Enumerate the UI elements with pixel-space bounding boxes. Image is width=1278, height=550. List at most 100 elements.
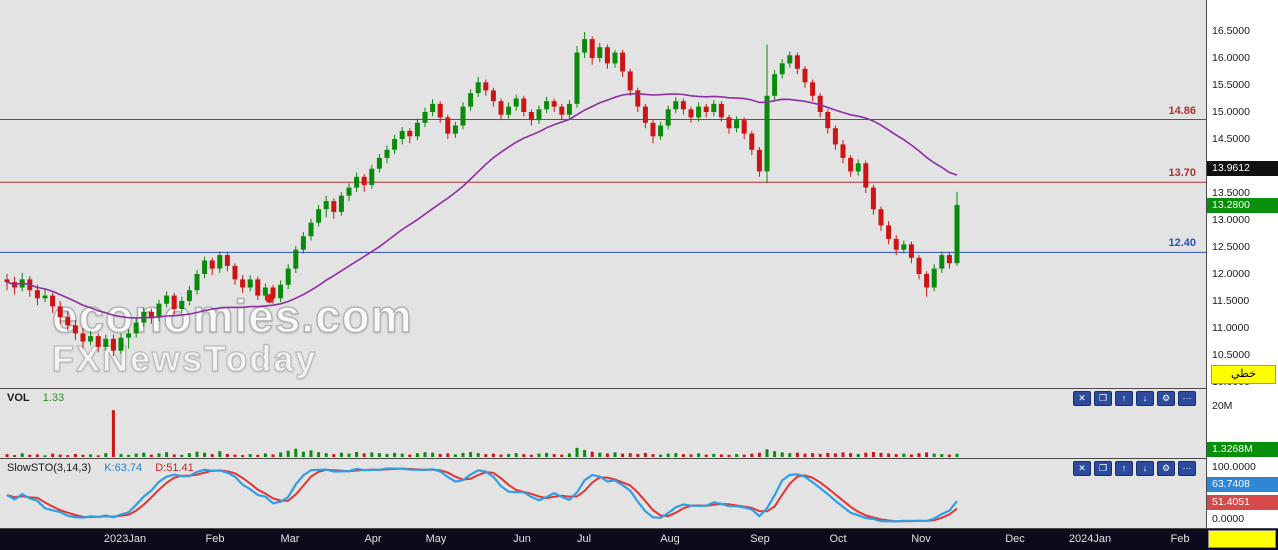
volume-bar [765,449,769,457]
more-options-icon[interactable]: ⋯ [1178,461,1196,476]
candle [680,101,686,110]
volume-bar [735,454,739,457]
candle [376,157,382,169]
candle [612,52,618,64]
candle [452,125,458,134]
volume-bar [89,454,93,457]
volume-bar [491,453,495,457]
candle [156,303,162,318]
volume-bar [415,453,419,457]
candle [42,295,48,299]
candle [810,82,816,96]
move-up-icon[interactable]: ↑ [1115,391,1133,406]
time-axis[interactable]: 2023Jan Feb Mar Apr May Jun Jul Aug Sep Oct Nov Dec… [0,528,1278,550]
settings-icon[interactable]: ⚙ [1157,461,1175,476]
stochastic-panel[interactable]: SlowSTO(3,14,3) K:63.74 D:51.41 ✕ ❐ ↑ ↓ ⚙ ⋯ [0,458,1206,528]
volume-bar [887,453,891,457]
candle [300,236,306,250]
stochastic-d-value: D:51.41 [155,462,194,474]
volume-bar [248,454,252,457]
time-axis-label: Dec [1005,533,1025,545]
volume-bar [263,453,267,457]
volume-bar [225,453,229,457]
candle [148,311,154,318]
time-axis-label: Jul [576,533,592,545]
linear-scale-button[interactable]: خطي [1211,365,1276,384]
volume-bar [818,453,822,457]
main-price-chart[interactable]: economies.com FXNewsToday 14.86 13.70 12.4… [0,0,1206,388]
candle [673,101,679,110]
candle [893,238,899,250]
move-down-icon[interactable]: ↓ [1136,391,1154,406]
level-price-label: 12.40 [1168,237,1196,250]
candle [278,284,284,299]
volume-bar [719,454,723,457]
volume-plot[interactable] [0,389,1206,459]
candle [566,103,572,115]
close-icon[interactable]: ✕ [1073,391,1091,406]
volume-bar [628,453,632,457]
move-up-icon[interactable]: ↑ [1115,461,1133,476]
restore-window-icon[interactable]: ❐ [1094,391,1112,406]
volume-panel[interactable]: VOL 1.33 ✕ ❐ ↑ ↓ ⚙ ⋯ [0,388,1206,458]
price-axis-tick: 13.5000 [1212,187,1250,199]
candle [718,103,724,118]
candle [209,260,215,269]
price-axis[interactable]: خطي 16.5000 16.0000 15.5000 15.0000 14.5000 1… [1206,0,1278,528]
candle [506,106,512,115]
volume-bar [28,454,32,457]
candle [34,290,40,299]
move-down-icon[interactable]: ↓ [1136,461,1154,476]
volume-bar [925,452,929,457]
volume-bar [545,452,549,457]
candle [65,317,71,326]
time-axis-label: Mar [280,533,300,545]
more-options-icon[interactable]: ⋯ [1178,391,1196,406]
volume-bar [377,453,381,457]
volume-bar [788,453,792,457]
candle [513,98,519,107]
volume-indicator-title: VOL [7,392,30,404]
candle [696,106,702,118]
candle [916,257,922,274]
volume-bar [119,454,123,457]
time-axis-label: 2023Jan [103,533,147,545]
candle [703,106,709,112]
volume-bar [233,454,237,457]
volume-panel-header: VOL 1.33 [7,392,74,404]
restore-window-icon[interactable]: ❐ [1094,461,1112,476]
candle [848,157,854,172]
volume-bar [309,450,313,457]
candle [878,209,884,226]
candle [338,195,344,212]
time-axis-label: 2024Jan [1068,533,1112,545]
volume-bar [279,452,283,457]
volume-bar [431,452,435,457]
close-icon[interactable]: ✕ [1073,461,1091,476]
volume-bar [203,452,207,457]
candle [171,295,177,310]
candle [597,47,603,58]
volume-bar [461,452,465,457]
candle [308,222,314,237]
stochastic-plot[interactable] [0,459,1206,529]
axis-corner-box[interactable] [1208,530,1276,548]
volume-bar [955,453,959,457]
watermark-logo: economies.com FXNewsToday [51,291,413,378]
volume-bar [172,454,176,457]
volume-bar [712,453,716,457]
candlestick-plot[interactable] [0,0,1206,388]
volume-bar [902,453,906,457]
candle [604,47,610,64]
stochastic-d-badge: 51.4051 [1207,495,1278,510]
volume-bar [35,454,39,457]
settings-icon[interactable]: ⚙ [1157,391,1175,406]
volume-bar [598,452,602,457]
volume-bar [560,454,564,457]
time-axis-label: Sep [750,533,770,545]
volume-bar [317,452,321,457]
price-axis-tick: 16.5000 [1212,25,1250,37]
volume-bar [841,452,845,457]
candle [483,82,489,91]
